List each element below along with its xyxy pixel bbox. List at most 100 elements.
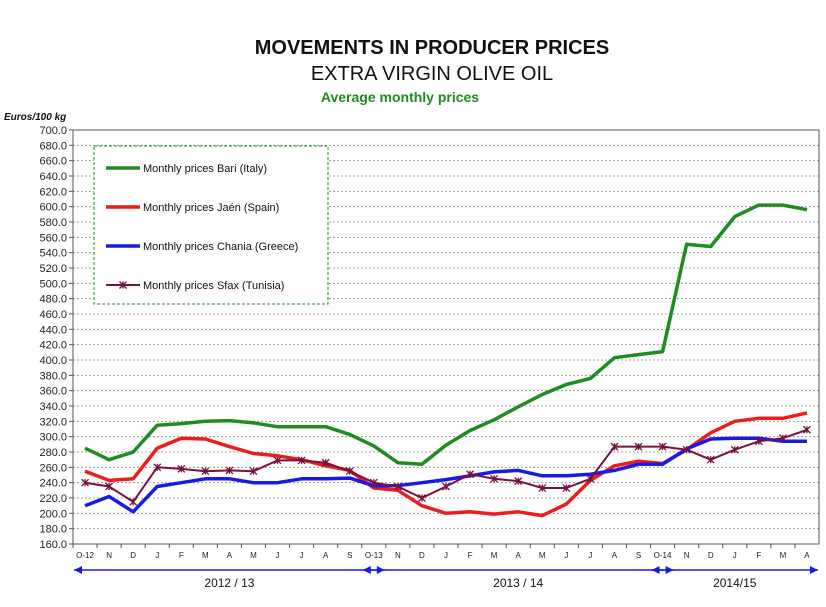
series-line-1 — [84, 411, 808, 518]
data-point-marker — [129, 497, 138, 506]
y-tick-label: 380.0 — [39, 370, 67, 382]
data-point-marker — [105, 482, 114, 491]
data-point-marker — [610, 442, 619, 451]
x-tick-label: D — [419, 551, 425, 560]
period-arrow-head-right — [810, 566, 818, 574]
x-tick-label: A — [612, 551, 618, 560]
y-tick-label: 300.0 — [39, 432, 67, 444]
y-tick-label: 460.0 — [39, 309, 67, 321]
legend-label-3: Monthly prices Sfax (Tunisia) — [143, 280, 284, 292]
y-tick-label: 440.0 — [39, 324, 67, 336]
legend-box — [93, 145, 329, 305]
series-lines — [81, 203, 811, 518]
x-tick-label: M — [202, 551, 209, 560]
data-point-marker — [442, 482, 450, 491]
y-tick-label: 480.0 — [39, 294, 67, 306]
x-tick-label: A — [323, 551, 329, 560]
data-point-marker — [417, 494, 426, 502]
y-tick-label: 180.0 — [39, 524, 67, 536]
gridlines — [73, 144, 819, 530]
data-point-marker — [201, 467, 210, 476]
series-line-2 — [84, 436, 807, 514]
data-point-marker — [730, 445, 739, 454]
legend-label-1: Monthly prices Jaén (Spain) — [143, 202, 279, 214]
data-point-marker — [754, 437, 763, 446]
y-tick-label: 280.0 — [39, 447, 67, 459]
y-tick-label: 240.0 — [39, 478, 67, 490]
x-axis-ticks: O-12 N D J F M A M J J A S O-13 N D J F M A M J J A S O-14 N D J F M A — [72, 544, 810, 560]
data-point-marker — [778, 434, 787, 443]
period-label: 2012 / 13 — [204, 576, 254, 590]
x-tick-label: M — [780, 551, 787, 560]
data-point-marker — [345, 467, 354, 476]
x-tick-label: J — [564, 551, 568, 560]
x-tick-label: J — [733, 551, 737, 560]
period-arrows: 2012 / 13 2013 / 14 2014/15 — [74, 566, 818, 590]
x-tick-label: N — [684, 551, 690, 560]
x-tick-label: O-14 — [654, 551, 672, 560]
x-tick-label: M — [539, 551, 546, 560]
x-tick-label: N — [395, 551, 401, 560]
x-tick-label: F — [179, 551, 184, 560]
data-point-marker — [393, 482, 402, 491]
x-tick-label: O-12 — [76, 551, 94, 560]
y-tick-label: 160.0 — [39, 539, 67, 551]
x-tick-label: J — [300, 551, 304, 560]
data-point-marker — [466, 470, 475, 479]
x-tick-label: J — [588, 551, 592, 560]
data-point-marker — [225, 466, 234, 475]
y-tick-label: 580.0 — [39, 217, 67, 229]
data-point-marker — [249, 467, 258, 476]
data-point-marker — [297, 456, 306, 465]
y-tick-label: 520.0 — [39, 263, 67, 275]
legend: Monthly prices Bari (Italy) Monthly price… — [93, 145, 329, 305]
data-point-marker — [658, 442, 667, 451]
y-axis-label: Euros/100 kg — [4, 112, 66, 123]
period-arrow-head-left — [74, 566, 82, 574]
y-tick-label: 680.0 — [39, 140, 67, 152]
period-arrow-head-left — [651, 566, 660, 574]
chart-subtitle: EXTRA VIRGIN OLIVE OIL — [311, 63, 553, 85]
data-point-marker — [273, 456, 282, 465]
x-tick-label: S — [347, 551, 352, 560]
x-tick-label: D — [130, 551, 136, 560]
legend-label-0: Monthly prices Bari (Italy) — [143, 163, 267, 175]
y-tick-label: 200.0 — [39, 508, 67, 520]
data-point-marker — [562, 484, 571, 492]
x-tick-label: J — [444, 551, 448, 560]
data-point-marker — [81, 478, 89, 487]
y-tick-label: 700.0 — [39, 125, 67, 137]
y-tick-label: 620.0 — [39, 186, 67, 198]
y-axis-ticks: 160.0 180.0 200.0 220.0 240.0 260.0 280.0 300.0… — [39, 125, 73, 551]
chart-title: MOVEMENTS IN PRODUCER PRICES — [255, 37, 609, 59]
data-point-marker — [634, 442, 643, 451]
y-tick-label: 400.0 — [39, 355, 67, 367]
x-tick-label: A — [804, 551, 810, 560]
y-tick-label: 540.0 — [39, 248, 67, 260]
x-tick-label: A — [516, 551, 522, 560]
period-label: 2014/15 — [713, 576, 757, 590]
y-tick-label: 340.0 — [39, 401, 67, 413]
data-point-marker — [490, 474, 499, 483]
y-tick-label: 420.0 — [39, 340, 67, 352]
data-point-marker — [177, 464, 186, 473]
period-label: 2013 / 14 — [493, 576, 543, 590]
legend-marker — [119, 281, 127, 289]
x-tick-label: F — [468, 551, 473, 560]
data-point-marker — [153, 463, 162, 472]
y-tick-label: 320.0 — [39, 416, 67, 428]
legend-label-2: Monthly prices Chania (Greece) — [143, 241, 298, 253]
y-tick-label: 220.0 — [39, 493, 67, 505]
data-point-marker — [514, 477, 523, 486]
x-tick-label: F — [756, 551, 761, 560]
plot-area-border — [72, 129, 820, 545]
y-tick-label: 560.0 — [39, 232, 67, 244]
x-tick-label: J — [155, 551, 159, 560]
data-point-marker — [586, 474, 595, 483]
data-point-marker — [538, 484, 547, 492]
x-tick-label: O-13 — [365, 551, 383, 560]
data-point-marker — [682, 445, 691, 454]
data-point-marker — [321, 458, 330, 467]
y-tick-label: 360.0 — [39, 386, 67, 398]
